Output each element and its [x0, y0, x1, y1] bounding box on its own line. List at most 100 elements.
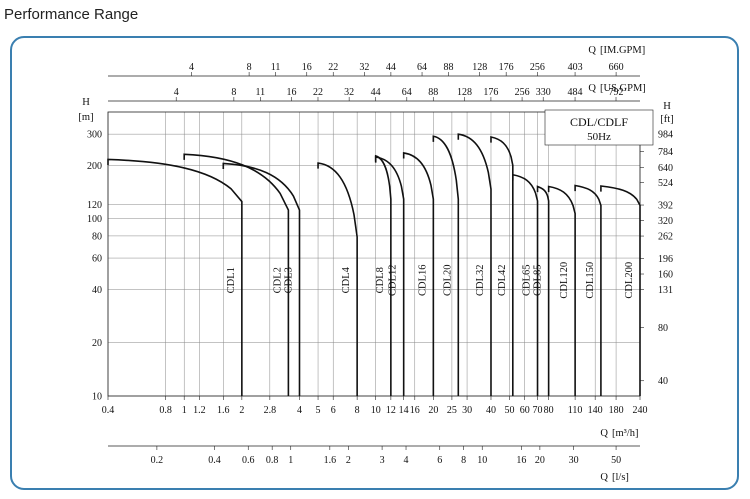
- us-gpm-tick-label: 4: [174, 87, 179, 98]
- pump-curve: CDL65: [512, 173, 539, 396]
- us-gpm-tick-label: 22: [313, 87, 323, 98]
- y-tick-label: 120: [87, 200, 102, 211]
- ls-tick-label: 1: [288, 455, 293, 466]
- pump-curve: CDL200: [600, 185, 641, 396]
- curve-path: [374, 154, 392, 396]
- curve-label: CDL200: [624, 262, 635, 299]
- pump-curve: CDL85: [533, 185, 550, 396]
- ls-axis-unit: [l/s]: [612, 472, 629, 483]
- ls-tick-label: 10: [477, 455, 487, 466]
- curve-label: CDL16: [417, 264, 428, 296]
- us-gpm-tick-label: 128: [457, 87, 472, 98]
- im-gpm-axis-label: Q: [588, 45, 596, 56]
- y-axis-label: H: [82, 97, 90, 108]
- curve-label: CDL3: [283, 267, 294, 293]
- us-gpm-tick-label: 44: [371, 87, 381, 98]
- curve-path: [490, 136, 514, 396]
- im-gpm-tick-label: 64: [417, 62, 427, 73]
- pump-curve: CDL3: [222, 162, 301, 396]
- curve-path: [222, 162, 301, 396]
- x-tick-label: 1.2: [193, 405, 206, 416]
- x-tick-label: 240: [633, 405, 648, 416]
- pump-curve: CDL4: [317, 162, 358, 396]
- pump-curve: CDL32: [457, 133, 492, 396]
- y2-tick-label: 640: [658, 163, 673, 174]
- ls-tick-label: 4: [404, 455, 409, 466]
- x-tick-label: 50: [505, 405, 515, 416]
- x-tick-label: 14: [399, 405, 409, 416]
- us-gpm-tick-label: 8: [231, 87, 236, 98]
- curve-label: CDL12: [388, 264, 399, 296]
- us-gpm-axis-label: Q: [588, 83, 596, 94]
- ls-tick-label: 0.2: [151, 455, 164, 466]
- curve-path: [536, 185, 550, 396]
- ls-tick-label: 8: [461, 455, 466, 466]
- x-tick-label: 70: [533, 405, 543, 416]
- im-gpm-tick-label: 88: [444, 62, 454, 73]
- chart-frame: [10, 36, 739, 490]
- curve-path: [457, 133, 492, 396]
- x-tick-label: 16: [410, 405, 420, 416]
- curve-label: CDL4: [341, 266, 352, 293]
- curve-path: [107, 158, 243, 396]
- y-tick-label: 200: [87, 161, 102, 172]
- chart-title: CDL/CDLF: [570, 115, 628, 129]
- us-gpm-tick-label: 330: [536, 87, 551, 98]
- pump-curves: CDL1 CDL2 CDL3 CDL4 CDL8 CDL12 CDL16 CDL20 CDL32…: [107, 133, 641, 396]
- x-tick-label: 180: [609, 405, 624, 416]
- x-tick-label: 8: [355, 405, 360, 416]
- y2-tick-label: 131: [658, 285, 673, 296]
- x-tick-label: 6: [331, 405, 336, 416]
- ls-tick-label: 20: [535, 455, 545, 466]
- x-tick-label: 20: [428, 405, 438, 416]
- us-gpm-tick-label: 32: [344, 87, 354, 98]
- curve-path: [547, 185, 576, 396]
- y-tick-label: 10: [92, 392, 102, 403]
- us-gpm-tick-label: 176: [483, 87, 498, 98]
- x-tick-label: 60: [520, 405, 530, 416]
- x-tick-label: 25: [447, 405, 457, 416]
- x-tick-label: 0.4: [102, 405, 115, 416]
- x-tick-label: 4: [297, 405, 302, 416]
- im-gpm-tick-label: 32: [359, 62, 369, 73]
- im-gpm-tick-label: 128: [472, 62, 487, 73]
- ls-tick-label: 50: [611, 455, 621, 466]
- us-gpm-tick-label: 792: [609, 87, 624, 98]
- pump-curve: CDL20: [432, 135, 460, 396]
- us-gpm-tick-label: 16: [287, 87, 297, 98]
- x-tick-label: 1.6: [217, 405, 230, 416]
- page-title: Performance Range: [4, 6, 139, 23]
- y2-tick-label: 784: [658, 147, 673, 158]
- y2-tick-label: 80: [658, 323, 668, 334]
- ls-tick-label: 16: [516, 455, 526, 466]
- title-box: [544, 109, 654, 146]
- im-gpm-tick-label: 16: [302, 62, 312, 73]
- curve-label: CDL85: [533, 264, 544, 296]
- im-gpm-tick-label: 256: [530, 62, 545, 73]
- x-tick-label: 5: [316, 405, 321, 416]
- y2-tick-label: 262: [658, 232, 673, 243]
- curve-path: [512, 173, 539, 396]
- x-axis-label: Q: [600, 428, 608, 439]
- x-tick-label: 80: [544, 405, 554, 416]
- ls-tick-label: 3: [380, 455, 385, 466]
- curve-label: CDL20: [442, 264, 453, 296]
- curve-path: [374, 156, 405, 396]
- ls-tick-label: 0.6: [242, 455, 255, 466]
- x-tick-label: 2: [239, 405, 244, 416]
- y-tick-label: 40: [92, 285, 102, 296]
- x-tick-label: 10: [371, 405, 381, 416]
- x-tick-label: 140: [588, 405, 603, 416]
- im-gpm-tick-label: 660: [609, 62, 624, 73]
- ls-tick-label: 30: [569, 455, 579, 466]
- y-tick-label: 20: [92, 338, 102, 349]
- ls-tick-label: 6: [437, 455, 442, 466]
- pump-curve: CDL8: [374, 154, 392, 396]
- im-gpm-axis-unit: [IM.GPM]: [600, 45, 645, 56]
- us-gpm-tick-label: 11: [256, 87, 266, 98]
- curve-label: CDL150: [585, 262, 596, 299]
- ls-axis-label: Q: [600, 472, 608, 483]
- y2-tick-label: 524: [658, 178, 673, 189]
- curve-label: CDL2: [272, 267, 283, 293]
